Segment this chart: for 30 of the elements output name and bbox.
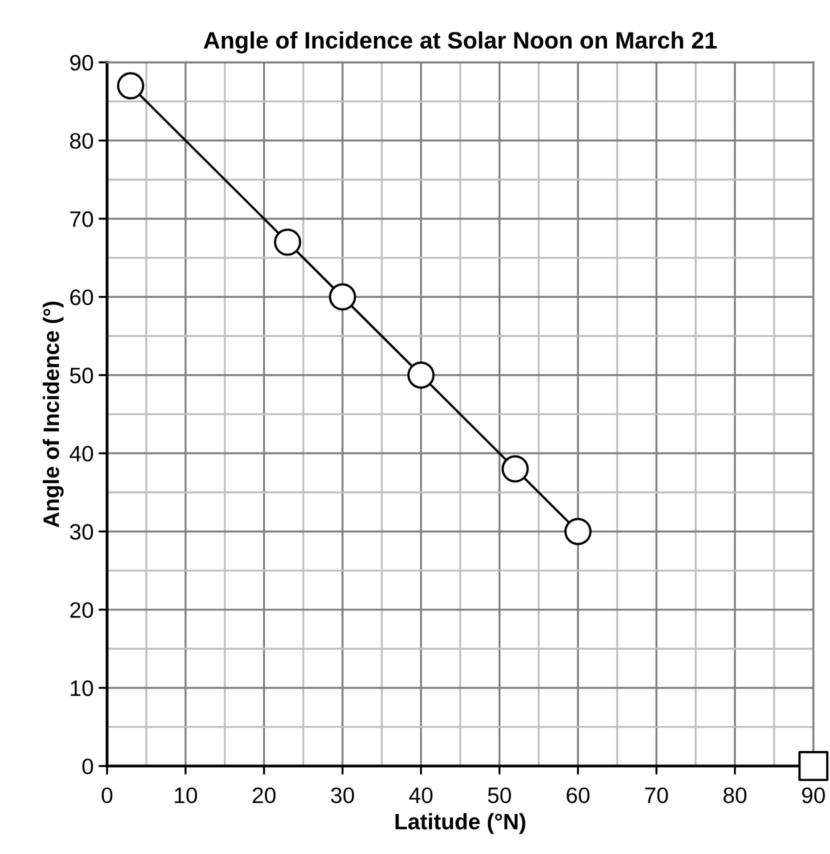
y-tick-label: 90 <box>70 54 94 71</box>
y-tick-label: 50 <box>70 368 94 384</box>
x-tick-label: 50 <box>488 787 511 804</box>
point <box>502 455 529 483</box>
point <box>274 228 302 256</box>
x-tick-label: 80 <box>724 787 746 804</box>
y-tick-label: 70 <box>70 211 94 227</box>
y-axis-title: Angle of Incidence (°) <box>42 302 64 528</box>
y-tick-label: 40 <box>70 446 94 462</box>
y-tick-label: 30 <box>70 524 94 540</box>
y-tick-label: 20 <box>70 602 94 618</box>
point <box>117 72 144 100</box>
x-tick-label: 40 <box>409 787 432 804</box>
point <box>407 361 435 389</box>
y-tick-label: 60 <box>70 289 94 306</box>
y-tick-label: 10 <box>70 680 94 696</box>
point <box>564 518 592 546</box>
x-tick-label: 30 <box>331 787 354 804</box>
point <box>798 751 828 782</box>
point <box>328 283 356 311</box>
y-tick-label: 80 <box>70 133 94 149</box>
x-tick-label: 0 <box>102 787 112 804</box>
x-axis-title: Latitude (°N) <box>396 813 526 834</box>
x-tick-label: 60 <box>566 787 590 804</box>
x-tick-label: 10 <box>174 787 198 804</box>
x-tick-label: 70 <box>645 787 668 804</box>
y-tick-label: 0 <box>82 758 94 774</box>
x-tick-label: 90 <box>802 787 825 804</box>
x-tick-label: 20 <box>252 787 276 804</box>
chart-title: Angle of Incidence at Solar Noon on March 21 <box>204 31 717 54</box>
